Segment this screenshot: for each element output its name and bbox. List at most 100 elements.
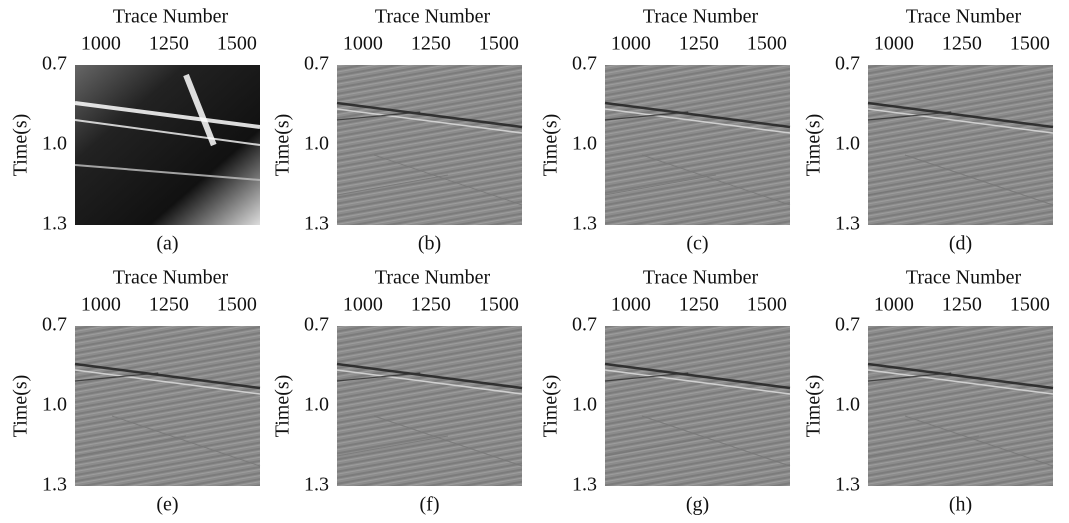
seismic-event bbox=[336, 101, 523, 129]
seismic-event bbox=[74, 164, 261, 181]
seismic-image bbox=[75, 326, 260, 486]
y-tick-label: 1.3 bbox=[304, 213, 329, 235]
panel: Trace Number 1000 1250 1500 0.7 1.0 1.3 Time(s)… bbox=[10, 267, 261, 516]
seismic-event bbox=[641, 154, 791, 206]
y-tick-label: 0.7 bbox=[835, 53, 860, 75]
seismic-event bbox=[183, 73, 217, 147]
x-tick-label: 1000 bbox=[874, 33, 914, 55]
x-tick-label: 1500 bbox=[1010, 294, 1050, 316]
seismic-image bbox=[605, 65, 790, 225]
x-tick-label: 1250 bbox=[679, 33, 719, 55]
seismic-image bbox=[337, 65, 522, 225]
seismic-event bbox=[641, 415, 791, 467]
y-tick-label: 1.0 bbox=[304, 133, 329, 155]
y-axis-title: Time(s) bbox=[803, 114, 825, 177]
seismic-event bbox=[904, 415, 1054, 467]
x-axis-title: Trace Number bbox=[113, 267, 229, 289]
seismic-event bbox=[604, 101, 791, 129]
x-tick-label: 1000 bbox=[611, 33, 651, 55]
seismic-image bbox=[75, 65, 260, 225]
seismic-event bbox=[74, 119, 261, 146]
panel: Trace Number 1000 1250 1500 0.7 1.0 1.3 Time(s)… bbox=[272, 267, 523, 516]
caption: (h) bbox=[949, 494, 972, 516]
seismic-event bbox=[867, 369, 1054, 395]
seismic-event bbox=[867, 435, 980, 457]
y-tick-label: 0.7 bbox=[304, 53, 329, 75]
seismic-event bbox=[74, 435, 187, 457]
x-tick-label: 1250 bbox=[942, 33, 982, 55]
x-axis-title: Trace Number bbox=[375, 6, 491, 28]
y-tick-label: 0.7 bbox=[42, 53, 67, 75]
caption: (c) bbox=[686, 233, 708, 255]
seismic-event bbox=[867, 362, 1054, 390]
y-axis-title: Time(s) bbox=[272, 375, 294, 438]
x-axis-title: Trace Number bbox=[375, 267, 491, 289]
y-tick-label: 1.3 bbox=[835, 213, 860, 235]
seismic-event bbox=[867, 372, 952, 382]
x-tick-label: 1250 bbox=[149, 294, 189, 316]
y-tick-label: 1.3 bbox=[835, 474, 860, 496]
y-tick-label: 1.0 bbox=[42, 394, 67, 416]
caption: (f) bbox=[420, 494, 440, 516]
seismic-event bbox=[604, 174, 717, 196]
seismic-event bbox=[604, 435, 717, 457]
x-axis-title: Trace Number bbox=[113, 6, 229, 28]
seismic-event bbox=[111, 415, 261, 467]
x-tick-label: 1500 bbox=[747, 33, 787, 55]
x-tick-label: 1250 bbox=[942, 294, 982, 316]
y-tick-label: 1.0 bbox=[42, 133, 67, 155]
seismic-event bbox=[867, 111, 952, 121]
y-tick-label: 1.3 bbox=[42, 474, 67, 496]
seismic-event bbox=[604, 372, 689, 382]
x-tick-label: 1000 bbox=[81, 294, 121, 316]
panel: Trace Number 1000 1250 1500 0.7 1.0 1.3 Time(s)… bbox=[803, 267, 1054, 516]
seismic-event bbox=[373, 415, 523, 467]
seismic-event bbox=[336, 111, 421, 121]
caption: (e) bbox=[156, 494, 178, 516]
y-tick-label: 0.7 bbox=[835, 314, 860, 336]
y-tick-label: 1.3 bbox=[304, 474, 329, 496]
x-tick-label: 1500 bbox=[217, 294, 257, 316]
seismic-event bbox=[867, 101, 1054, 129]
y-tick-label: 1.0 bbox=[835, 394, 860, 416]
y-tick-label: 1.3 bbox=[572, 213, 597, 235]
x-axis-title: Trace Number bbox=[906, 6, 1022, 28]
seismic-event bbox=[74, 369, 261, 395]
y-tick-label: 1.0 bbox=[835, 133, 860, 155]
x-tick-label: 1500 bbox=[747, 294, 787, 316]
y-tick-label: 0.7 bbox=[304, 314, 329, 336]
x-tick-label: 1500 bbox=[479, 294, 519, 316]
x-axis-title: Trace Number bbox=[643, 267, 759, 289]
seismic-image bbox=[605, 326, 790, 486]
caption: (a) bbox=[156, 233, 178, 255]
y-tick-label: 0.7 bbox=[572, 314, 597, 336]
x-tick-label: 1000 bbox=[343, 294, 383, 316]
seismic-event bbox=[867, 108, 1054, 134]
y-axis-title: Time(s) bbox=[272, 114, 294, 177]
x-tick-label: 1250 bbox=[411, 294, 451, 316]
seismic-event bbox=[336, 372, 421, 382]
seismic-event bbox=[336, 174, 449, 196]
y-tick-label: 0.7 bbox=[42, 314, 67, 336]
seismic-event bbox=[336, 369, 523, 395]
x-tick-label: 1000 bbox=[611, 294, 651, 316]
y-axis-title: Time(s) bbox=[10, 375, 32, 438]
seismic-image bbox=[868, 65, 1053, 225]
seismic-event bbox=[604, 369, 791, 395]
y-axis-title: Time(s) bbox=[540, 375, 562, 438]
x-axis-title: Trace Number bbox=[906, 267, 1022, 289]
y-tick-label: 1.0 bbox=[304, 394, 329, 416]
caption: (g) bbox=[686, 494, 709, 516]
x-tick-label: 1000 bbox=[343, 33, 383, 55]
seismic-event bbox=[336, 108, 523, 134]
x-tick-label: 1500 bbox=[479, 33, 519, 55]
caption: (d) bbox=[949, 233, 972, 255]
y-axis-title: Time(s) bbox=[803, 375, 825, 438]
seismic-event bbox=[604, 111, 689, 121]
x-axis-title: Trace Number bbox=[643, 6, 759, 28]
y-axis-title: Time(s) bbox=[540, 114, 562, 177]
x-tick-label: 1250 bbox=[149, 33, 189, 55]
panel: Trace Number 1000 1250 1500 0.7 1.0 1.3 Time(s)… bbox=[803, 6, 1054, 255]
caption: (b) bbox=[418, 233, 441, 255]
x-tick-label: 1500 bbox=[1010, 33, 1050, 55]
